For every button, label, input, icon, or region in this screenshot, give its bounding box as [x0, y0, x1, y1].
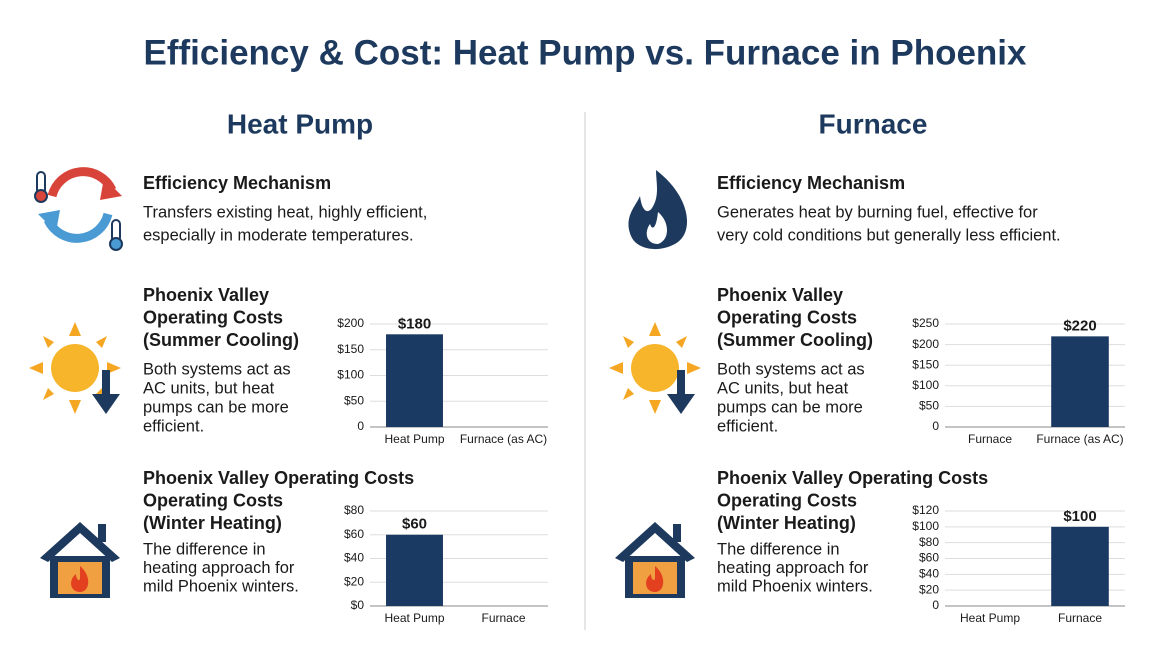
- y-tick-label: $60: [344, 527, 364, 541]
- section-text: AC units, but heat: [143, 379, 275, 397]
- section-title: (Winter Heating): [143, 513, 282, 533]
- y-tick-label: $200: [912, 337, 939, 351]
- y-tick-label: $40: [344, 551, 364, 565]
- bar: [386, 534, 443, 606]
- section-title: Efficiency Mechanism: [717, 173, 905, 193]
- value-label: $100: [1063, 508, 1096, 525]
- value-label: $60: [402, 516, 427, 533]
- y-tick-label: $20: [919, 582, 939, 596]
- section-title: Operating Costs: [717, 307, 857, 327]
- sun-cooling-icon: [609, 322, 701, 414]
- page-title: Efficiency & Cost: Heat Pump vs. Furnace…: [144, 33, 1028, 72]
- section-text: pumps can be more: [143, 398, 289, 416]
- section-title: Phoenix Valley Operating Costs: [143, 468, 414, 488]
- column-heading: Heat Pump: [227, 108, 373, 139]
- y-tick-label: $250: [912, 316, 939, 330]
- section-title: Phoenix Valley: [717, 285, 843, 305]
- y-tick-label: 0: [932, 598, 939, 612]
- y-tick-label: $150: [337, 342, 364, 356]
- section-text: pumps can be more: [717, 398, 863, 416]
- section-title: (Summer Cooling): [717, 330, 873, 350]
- section-title: Phoenix Valley: [143, 285, 269, 305]
- bar: [1051, 336, 1109, 427]
- bar: [1051, 526, 1109, 606]
- section-text: Both systems act as: [143, 360, 291, 378]
- section-text: efficient.: [143, 417, 204, 435]
- section-text: The difference in: [717, 540, 840, 558]
- y-tick-label: $20: [344, 574, 364, 588]
- x-tick-label: Furnace: [481, 611, 525, 625]
- y-tick-label: $80: [919, 535, 939, 549]
- x-tick-label: Heat Pump: [384, 432, 444, 446]
- x-tick-label: Heat Pump: [384, 611, 444, 625]
- section-title: Efficiency Mechanism: [143, 173, 331, 193]
- flame-icon: [628, 170, 688, 250]
- x-tick-label: Heat Pump: [960, 611, 1020, 625]
- y-tick-label: $80: [344, 503, 364, 517]
- section-text: heating approach for: [143, 559, 295, 577]
- value-label: $220: [1063, 317, 1096, 334]
- section-text: mild Phoenix winters.: [717, 577, 873, 595]
- y-tick-label: $60: [919, 551, 939, 565]
- y-tick-label: $150: [912, 357, 939, 371]
- y-tick-label: $120: [912, 503, 939, 517]
- section-title: Operating Costs: [143, 307, 283, 327]
- section-text: mild Phoenix winters.: [143, 577, 299, 595]
- section-text: Generates heat by burning fuel, effectiv…: [717, 203, 1038, 221]
- x-tick-label: Furnace (as AC): [1036, 432, 1123, 446]
- section-text: The difference in: [143, 540, 266, 558]
- y-tick-label: 0: [932, 419, 939, 433]
- section-text: AC units, but heat: [717, 379, 849, 397]
- bar: [386, 334, 443, 427]
- heat-transfer-icon: [34, 167, 123, 251]
- value-label: $180: [398, 315, 431, 332]
- y-tick-label: $100: [912, 519, 939, 533]
- x-tick-label: Furnace: [968, 432, 1012, 446]
- y-tick-label: $100: [912, 378, 939, 392]
- section-text: efficient.: [717, 417, 778, 435]
- section-text: very cold conditions but generally less …: [717, 226, 1061, 244]
- y-tick-label: 0: [357, 419, 364, 433]
- y-tick-label: $50: [344, 393, 364, 407]
- y-tick-label: $200: [337, 316, 364, 330]
- y-tick-label: $100: [337, 368, 364, 382]
- y-tick-label: $50: [919, 399, 939, 413]
- section-title: Operating Costs: [143, 490, 283, 510]
- x-tick-label: Furnace (as AC): [460, 432, 547, 446]
- y-tick-label: $0: [351, 598, 365, 612]
- house-heating-icon: [615, 522, 695, 598]
- section-text: Both systems act as: [717, 360, 865, 378]
- section-title: Phoenix Valley Operating Costs: [717, 468, 988, 488]
- section-title: (Winter Heating): [717, 513, 856, 533]
- house-heating-icon: [40, 522, 120, 598]
- column-heading: Furnace: [819, 108, 928, 139]
- sun-cooling-icon: [29, 322, 121, 414]
- section-title: (Summer Cooling): [143, 330, 299, 350]
- section-text: Transfers existing heat, highly efficien…: [143, 203, 427, 221]
- section-title: Operating Costs: [717, 490, 857, 510]
- y-tick-label: $40: [919, 567, 939, 581]
- x-tick-label: Furnace: [1058, 611, 1102, 625]
- section-text: especially in moderate temperatures.: [143, 226, 414, 244]
- section-text: heating approach for: [717, 559, 869, 577]
